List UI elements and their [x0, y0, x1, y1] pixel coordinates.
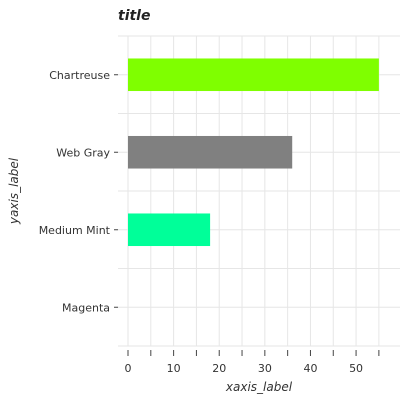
y-tick-label: Magenta — [62, 301, 110, 314]
bar-medium-mint — [128, 213, 211, 247]
y-axis-label: yaxis_label — [7, 157, 21, 225]
x-tick-label: 40 — [303, 362, 317, 375]
x-tick-label: 50 — [349, 362, 363, 375]
x-axis-ticks: 0 10 20 30 40 50 — [125, 350, 380, 375]
x-tick-label: 10 — [167, 362, 181, 375]
bar-chartreuse — [128, 58, 379, 92]
x-tick-label: 0 — [125, 362, 132, 375]
y-tick-label: Chartreuse — [49, 69, 110, 82]
y-tick-label: Medium Mint — [39, 224, 111, 237]
bar-web-gray — [128, 135, 293, 169]
y-tick-label: Web Gray — [56, 146, 110, 159]
x-tick-label: 20 — [212, 362, 226, 375]
chart-title: title — [118, 8, 150, 24]
x-axis-label: xaxis_label — [225, 380, 293, 394]
x-tick-label: 30 — [258, 362, 272, 375]
bars — [128, 58, 379, 247]
y-axis-ticks: Magenta Medium Mint Web Gray Chartreuse — [39, 69, 118, 314]
